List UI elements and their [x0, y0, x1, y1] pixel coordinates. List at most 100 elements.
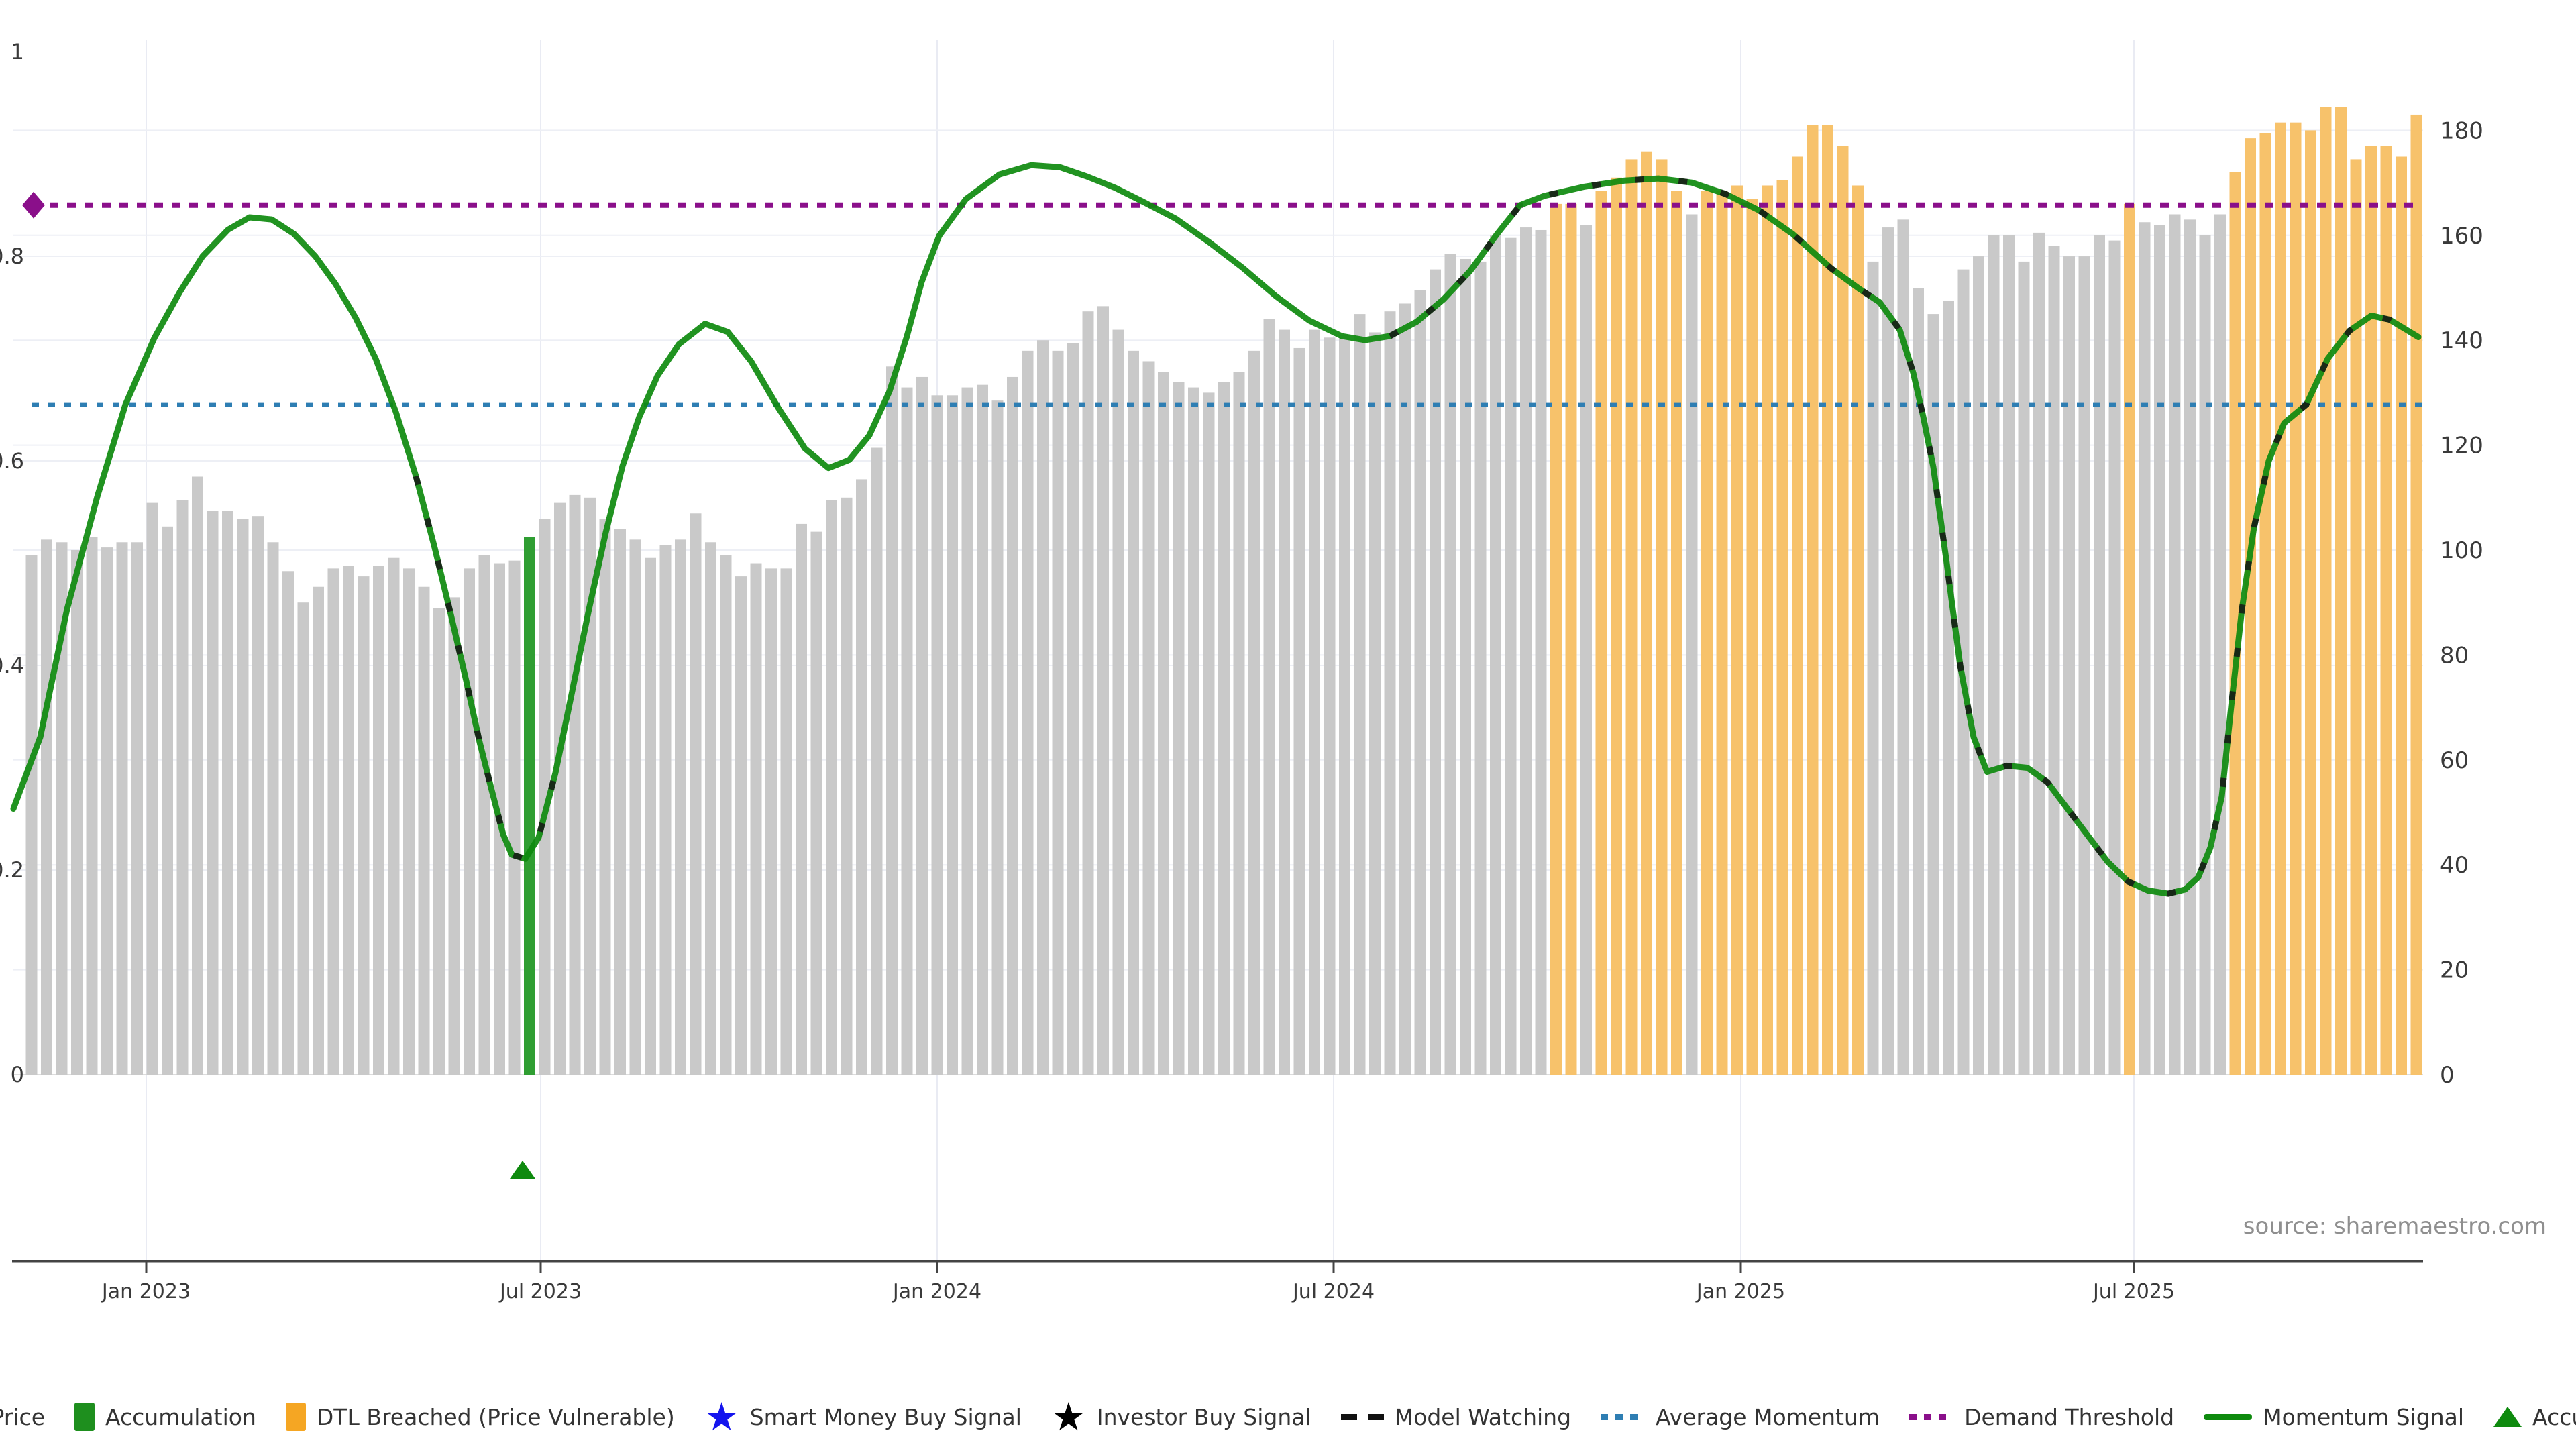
dtl-breached-bar	[1852, 185, 1864, 1075]
close-price-bar	[373, 566, 384, 1075]
close-price-bar	[101, 547, 113, 1075]
orange-square-swatch	[285, 1403, 306, 1431]
close-price-bar	[252, 516, 264, 1075]
y-right-tick-label: 20	[2440, 957, 2469, 984]
dtl-breached-bar	[1595, 191, 1607, 1075]
close-price-bar	[1173, 382, 1185, 1075]
close-price-bar	[539, 519, 551, 1075]
close-price-bar	[41, 539, 52, 1075]
dtl-breached-bar	[1776, 180, 1788, 1075]
legend-item-label: Smart Money Buy Signal	[749, 1403, 1022, 1430]
x-axis: Jan 2023 Jul 2023 Jan 2024 Jul 2024 Jan 2025…	[12, 1260, 2423, 1303]
close-price-bar	[418, 586, 430, 1075]
dtl-breached-bar	[1807, 125, 1819, 1075]
close-price-bar	[886, 366, 898, 1075]
close-price-bar	[237, 519, 249, 1075]
close-price-bar	[1354, 314, 1366, 1075]
close-price-bar	[1399, 303, 1411, 1075]
legend-item-label: Demand Threshold	[1964, 1403, 2175, 1430]
legend-item-investor-buy: ★ Investor Buy Signal	[1051, 1397, 1311, 1436]
y-left-tick-label: 0.6	[0, 448, 24, 474]
black-dashed-line-swatch	[1340, 1413, 1384, 1420]
close-price-bar	[1082, 311, 1094, 1075]
close-price-bar	[1128, 350, 1139, 1075]
close-price-bar	[735, 576, 747, 1075]
y-right-tick-label: 160	[2440, 223, 2483, 250]
accumulation-bar	[524, 537, 535, 1075]
close-price-bar	[569, 494, 581, 1075]
close-price-bar	[1203, 392, 1215, 1075]
close-price-bar	[1460, 258, 1471, 1075]
y-right-tick-label: 40	[2440, 852, 2469, 879]
y-right-tick-label: 120	[2440, 433, 2483, 460]
x-axis-tick-label: Jan 2024	[892, 1280, 981, 1303]
close-price-bar	[931, 395, 943, 1075]
close-price-bar	[1233, 372, 1245, 1075]
close-price-bar	[1279, 329, 1290, 1075]
y-left-tick-label: 0.4	[0, 653, 24, 678]
close-price-bar	[1867, 261, 1879, 1075]
close-price-bar	[388, 557, 400, 1075]
dtl-breached-bar	[1792, 156, 1803, 1075]
dtl-breached-bar	[1822, 125, 1833, 1075]
x-axis-tick-label: Jul 2024	[1291, 1280, 1375, 1303]
close-price-bar	[1580, 225, 1592, 1075]
close-price-bar	[1535, 229, 1547, 1075]
dtl-breached-bar	[1565, 203, 1577, 1075]
close-price-bar	[162, 526, 173, 1075]
dtl-breached-bar	[2320, 107, 2332, 1075]
close-price-bar	[2078, 256, 2090, 1075]
legend-item-average-momentum: Average Momentum	[1601, 1404, 1880, 1430]
close-price-bar	[916, 376, 928, 1075]
dtl-breached-bar	[1731, 185, 1743, 1075]
close-price-bar	[192, 476, 203, 1075]
dtl-breached-bar	[2275, 122, 2286, 1075]
legend-item-label: Model Watching	[1394, 1403, 1572, 1430]
dtl-breached-bar	[1656, 159, 1668, 1075]
close-price-bar	[25, 555, 38, 1075]
legend-item-label: Investor Buy Signal	[1096, 1403, 1311, 1430]
close-price-bar	[1097, 306, 1109, 1075]
dtl-breached-bar	[1716, 191, 1728, 1075]
legend-item-smart-money-buy: ★ Smart Money Buy Signal	[704, 1397, 1022, 1436]
green-square-swatch	[74, 1403, 95, 1431]
legend-item-label: Accumulation	[2532, 1403, 2576, 1430]
close-price-bar	[478, 555, 490, 1075]
close-price-bar	[1897, 219, 1909, 1075]
close-price-bar	[71, 550, 83, 1075]
close-price-bar	[554, 502, 566, 1075]
chart-legend: Close Price Accumulation DTL Breached (P…	[0, 1395, 2576, 1438]
close-price-bar	[2154, 225, 2165, 1075]
close-price-bar	[146, 502, 158, 1075]
dtl-breached-bar	[2396, 156, 2407, 1075]
close-price-bar	[645, 557, 656, 1075]
close-price-bar	[313, 586, 324, 1075]
legend-item-momentum-signal: Momentum Signal	[2204, 1404, 2464, 1430]
close-price-bar	[2003, 235, 2015, 1075]
close-price-bar	[705, 542, 716, 1075]
close-price-bar	[2063, 256, 2075, 1075]
legend-item-accumulation-marker: Accumulation	[2493, 1404, 2576, 1430]
dtl-breached-bar	[1550, 203, 1562, 1075]
close-price-bar	[176, 500, 189, 1075]
source-attribution: source: sharemaestro.com	[2243, 1213, 2546, 1240]
legend-item-label: Average Momentum	[1656, 1403, 1880, 1430]
close-price-bar	[629, 539, 641, 1075]
close-price-bar	[1339, 335, 1350, 1075]
close-price-bar	[826, 500, 837, 1075]
close-price-bars	[25, 107, 2422, 1075]
legend-item-label: Accumulation	[105, 1403, 256, 1430]
close-price-bar	[464, 568, 475, 1075]
close-price-bar	[1927, 314, 1939, 1075]
close-price-bar	[1943, 301, 1954, 1075]
close-price-bar	[1158, 372, 1169, 1075]
close-price-bar	[86, 537, 98, 1075]
close-price-bar	[343, 566, 354, 1075]
close-price-bar	[1913, 288, 1924, 1075]
dtl-breached-bar	[2124, 203, 2135, 1075]
close-price-bar	[2139, 222, 2151, 1075]
close-price-bar	[327, 568, 339, 1075]
close-price-bar	[1988, 235, 2000, 1075]
